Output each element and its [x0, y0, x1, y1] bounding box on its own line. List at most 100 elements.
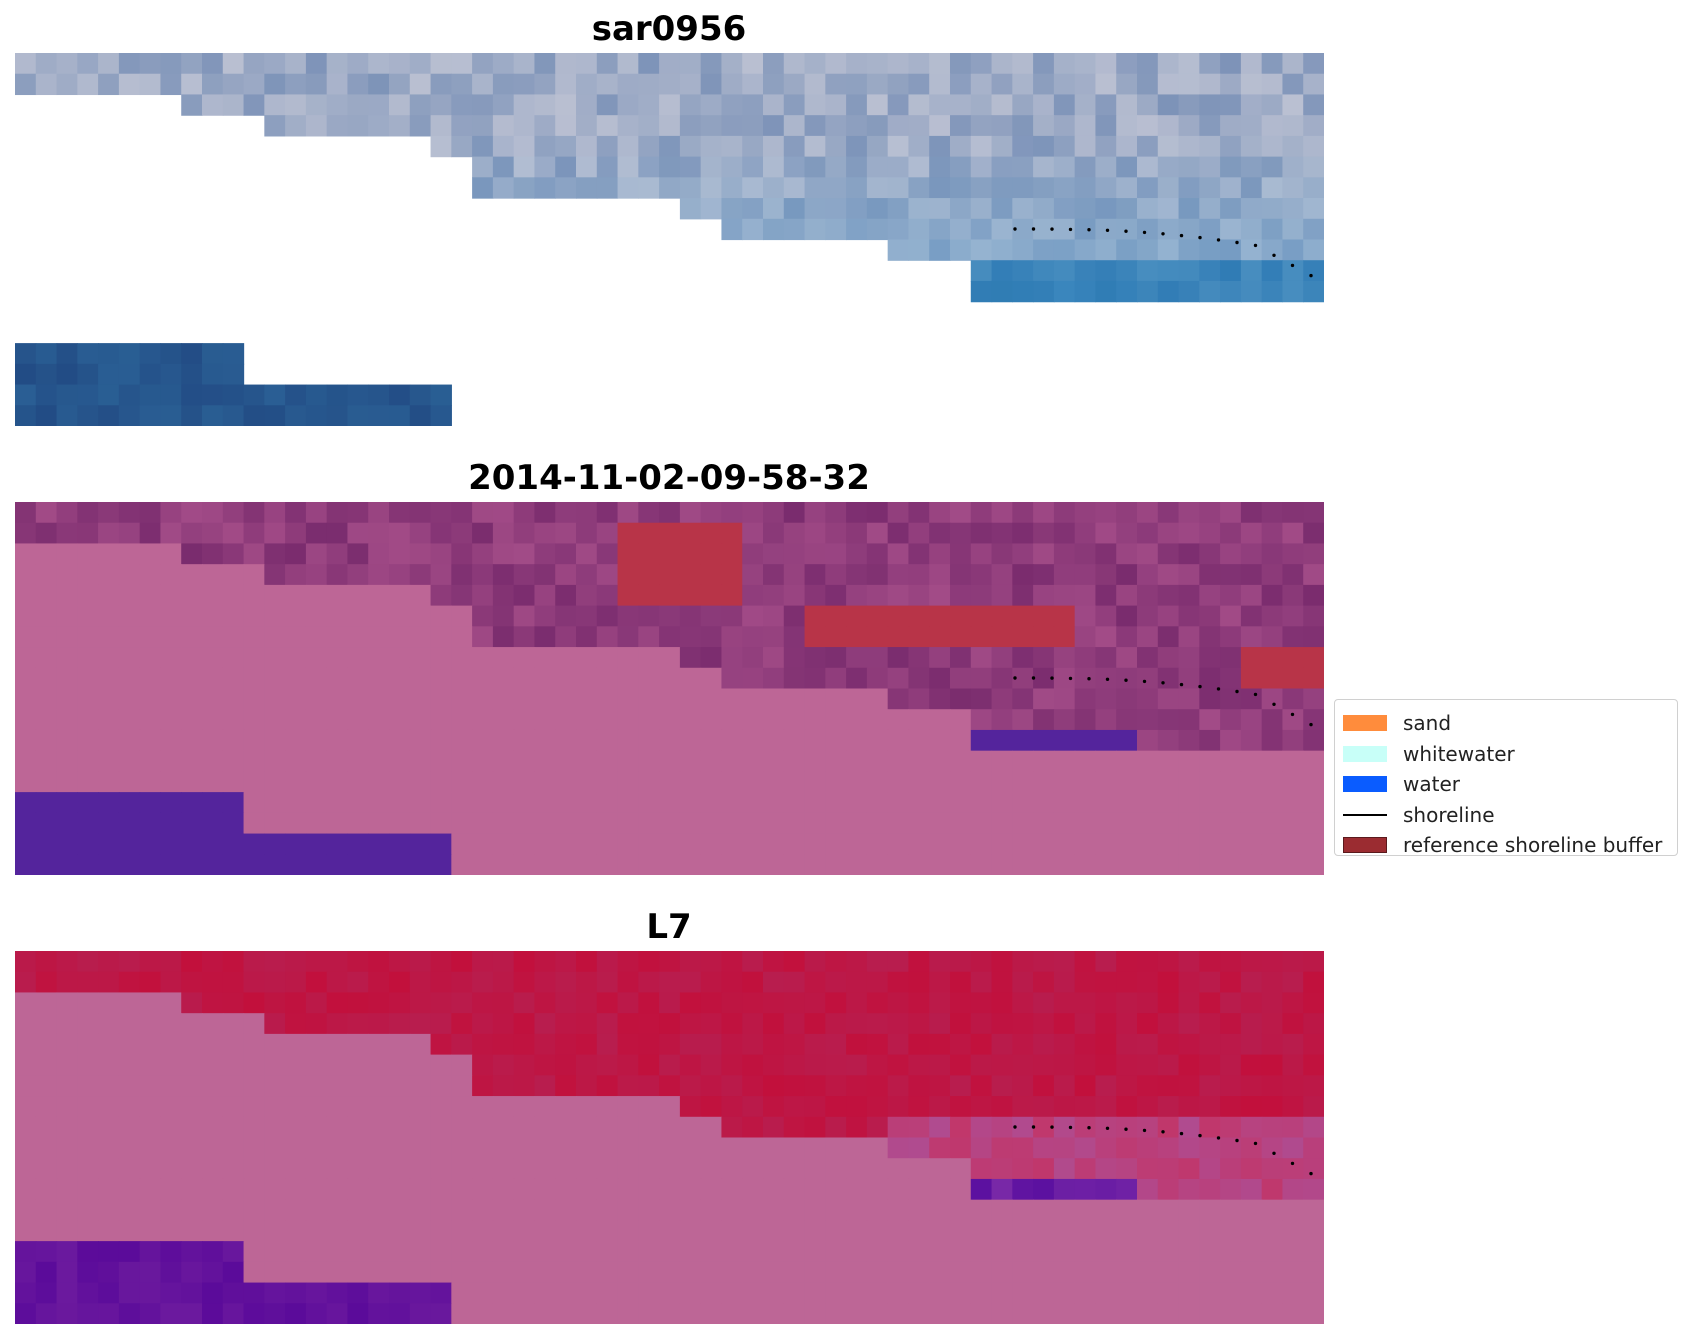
raster-pixel — [991, 115, 1013, 137]
raster-pixel — [970, 584, 993, 607]
raster-pixel — [617, 1033, 639, 1056]
raster-pixel — [721, 1054, 743, 1076]
raster-pixel — [35, 405, 58, 426]
raster-pixel — [98, 1282, 120, 1304]
raster-pixel — [389, 1096, 411, 1118]
raster-pixel — [846, 833, 868, 855]
raster-pixel — [1240, 522, 1263, 545]
raster-pixel — [243, 384, 265, 406]
raster-pixel — [1157, 771, 1180, 793]
raster-pixel — [15, 1013, 37, 1035]
raster-pixel — [825, 750, 847, 772]
raster-pixel — [679, 1282, 702, 1304]
raster-pixel — [98, 854, 120, 875]
raster-pixel — [1261, 812, 1284, 835]
raster-pixel — [389, 771, 411, 793]
raster-pixel — [1053, 1013, 1076, 1035]
raster-pixel — [763, 135, 785, 158]
raster-pixel — [700, 992, 723, 1014]
raster-pixel — [679, 1033, 702, 1056]
raster-pixel — [472, 543, 494, 565]
raster-pixel — [1116, 177, 1138, 199]
raster-pixel — [555, 1116, 577, 1139]
raster-pixel — [56, 729, 78, 752]
raster-pixel — [181, 94, 203, 116]
raster-pixel — [763, 543, 785, 565]
raster-pixel — [742, 1158, 764, 1180]
raster-pixel — [617, 647, 639, 669]
raster-pixel — [866, 951, 889, 973]
shoreline-point — [1124, 1127, 1128, 1131]
raster-pixel — [991, 1033, 1013, 1056]
raster-pixel — [389, 667, 411, 690]
raster-pixel — [659, 812, 681, 835]
raster-pixel — [492, 750, 515, 772]
raster-pixel — [1220, 564, 1242, 586]
raster-pixel — [1303, 218, 1324, 241]
raster-pixel — [721, 564, 743, 586]
legend-label-whitewater: whitewater — [1403, 741, 1515, 766]
raster-pixel — [1157, 1178, 1180, 1201]
raster-pixel — [492, 771, 515, 793]
raster-pixel — [1282, 750, 1304, 772]
raster-pixel — [1053, 812, 1076, 835]
raster-pixel — [638, 94, 660, 116]
raster-pixel — [492, 992, 515, 1014]
raster-pixel — [285, 1261, 307, 1284]
raster-pixel — [1220, 1241, 1242, 1263]
raster-pixel — [929, 854, 951, 875]
raster-pixel — [285, 53, 307, 75]
shoreline-point — [1235, 1138, 1239, 1143]
raster-pixel — [721, 1303, 743, 1324]
shoreline-point — [1050, 676, 1054, 680]
raster-pixel — [596, 647, 619, 669]
raster-pixel — [908, 1282, 930, 1304]
raster-pixel — [1116, 709, 1138, 731]
raster-pixel — [576, 1054, 598, 1076]
raster-pixel — [222, 854, 245, 875]
raster-pixel — [409, 502, 432, 524]
raster-pixel — [679, 729, 702, 752]
raster-pixel — [950, 135, 972, 158]
raster-pixel — [742, 667, 764, 690]
raster-pixel — [950, 1137, 972, 1159]
raster-pixel — [846, 1261, 868, 1284]
raster-pixel — [1033, 135, 1055, 158]
raster-pixel — [679, 502, 702, 524]
raster-pixel — [472, 1137, 494, 1159]
raster-pixel — [430, 647, 452, 669]
raster-pixel — [846, 522, 868, 545]
raster-pixel — [160, 363, 182, 386]
raster-pixel — [285, 564, 307, 586]
raster-pixel — [1282, 135, 1304, 158]
raster-pixel — [15, 1261, 37, 1284]
raster-pixel — [1012, 1178, 1034, 1201]
raster-pixel — [1012, 1137, 1034, 1159]
raster-pixel — [846, 177, 868, 199]
raster-pixel — [929, 1261, 951, 1284]
raster-pixel — [1033, 1116, 1055, 1139]
raster-pixel — [389, 1199, 411, 1221]
raster-pixel — [1053, 94, 1076, 116]
raster-pixel — [326, 771, 349, 793]
raster-pixel — [472, 971, 494, 994]
raster-pixel — [1053, 971, 1076, 994]
raster-pixel — [472, 1241, 494, 1263]
raster-pixel — [326, 384, 349, 406]
raster-pixel — [472, 1075, 494, 1097]
raster-pixel — [1220, 1178, 1242, 1201]
raster-pixel — [555, 729, 577, 752]
raster-pixel — [1137, 239, 1159, 261]
raster-pixel — [1282, 1116, 1304, 1139]
raster-pixel — [659, 1116, 681, 1139]
raster-pixel — [222, 1282, 245, 1304]
raster-pixel — [513, 1075, 536, 1097]
raster-pixel — [389, 1158, 411, 1180]
raster-pixel — [368, 812, 390, 835]
raster-pixel — [721, 1116, 743, 1139]
raster-pixel — [742, 156, 764, 178]
raster-pixel — [1033, 729, 1055, 752]
raster-pixel — [1199, 833, 1221, 855]
legend-line-shoreline — [1343, 813, 1387, 816]
raster-pixel — [700, 771, 723, 793]
